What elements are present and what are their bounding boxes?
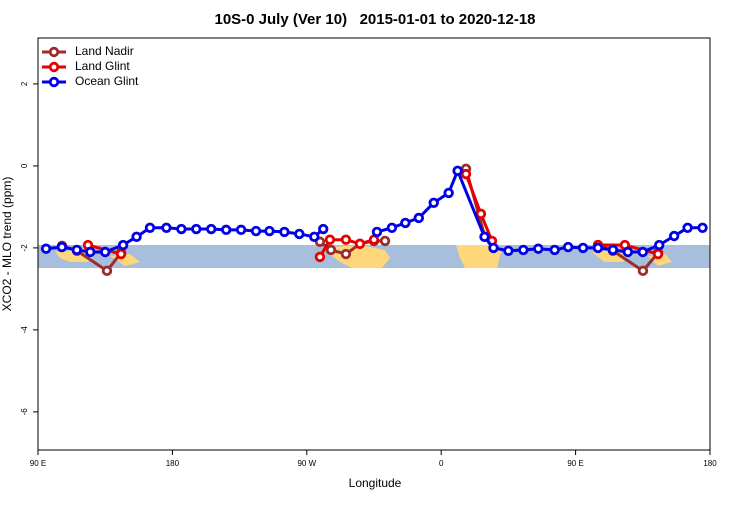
x-tick-label: 90 W <box>297 459 316 468</box>
data-point <box>386 222 398 234</box>
plot-frame <box>37 37 711 451</box>
data-point <box>577 242 589 254</box>
y-tick-label: -4 <box>20 326 29 334</box>
data-point <box>325 244 337 256</box>
y-tick-label: 2 <box>20 81 29 86</box>
data-point <box>340 234 352 245</box>
data-point <box>654 239 665 251</box>
data-point <box>668 230 680 242</box>
data-point <box>101 265 113 277</box>
data-point <box>40 243 52 254</box>
data-point <box>533 243 544 254</box>
data-point <box>235 224 247 236</box>
data-point <box>340 248 352 260</box>
data-point <box>379 235 391 247</box>
data-point <box>250 225 262 237</box>
data-point <box>428 197 439 208</box>
data-point <box>318 223 329 235</box>
data-point <box>518 244 529 256</box>
data-point <box>99 246 111 258</box>
data-point <box>652 248 664 260</box>
data-point <box>460 168 472 180</box>
legend-marker <box>48 61 60 73</box>
data-point <box>176 223 187 235</box>
data-point <box>279 226 290 238</box>
data-point <box>71 244 83 256</box>
x-tick-label: 180 <box>703 459 717 468</box>
series-line <box>61 168 660 273</box>
data-point <box>475 208 487 220</box>
legend-marker <box>48 46 60 58</box>
data-point <box>503 245 514 256</box>
data-point <box>220 224 232 236</box>
legend-label: Ocean Glint <box>75 74 139 88</box>
chart-title: 10S-0 July (Ver 10) 2015-01-01 to 2020-1… <box>214 11 535 28</box>
y-axis-label: XCO2 - MLO trend (ppm) <box>0 177 14 312</box>
data-point <box>191 223 202 235</box>
data-point <box>697 222 708 234</box>
data-point <box>264 225 275 237</box>
data-point <box>324 234 336 245</box>
x-tick-label: 90 E <box>567 459 583 468</box>
x-tick-label: 90 E <box>30 459 46 468</box>
data-point <box>115 248 127 260</box>
legend-marker <box>48 76 60 88</box>
legend-label: Land Nadir <box>75 44 134 58</box>
legend-label: Land Glint <box>75 59 130 73</box>
data-point <box>314 251 326 263</box>
data-point <box>206 223 217 235</box>
data-point <box>607 244 619 256</box>
data-point <box>479 231 490 243</box>
y-tick-label: -2 <box>20 244 29 252</box>
data-point <box>637 246 648 258</box>
data-point <box>592 242 604 254</box>
data-point <box>549 244 560 256</box>
data-point <box>443 187 454 199</box>
data-point <box>161 222 172 234</box>
data-point <box>562 241 574 253</box>
data-point <box>682 222 693 234</box>
data-point <box>371 226 383 238</box>
data-point <box>294 228 305 240</box>
y-tick-label: 0 <box>20 163 29 168</box>
data-point <box>309 231 320 243</box>
data-point <box>400 217 411 229</box>
data-point <box>56 241 68 253</box>
data-point <box>117 239 129 251</box>
data-point <box>354 238 366 249</box>
x-tick-label: 0 <box>439 459 444 468</box>
data-point <box>622 246 634 258</box>
data-point <box>85 246 96 258</box>
x-tick-label: 180 <box>166 459 180 468</box>
data-point <box>131 231 142 243</box>
data-point <box>413 212 424 224</box>
data-point <box>488 242 499 254</box>
y-tick-label: -6 <box>20 408 29 416</box>
data-point <box>144 222 156 234</box>
data-point <box>637 265 649 277</box>
x-axis-label: Longitude <box>349 476 402 490</box>
data-point <box>452 165 463 177</box>
